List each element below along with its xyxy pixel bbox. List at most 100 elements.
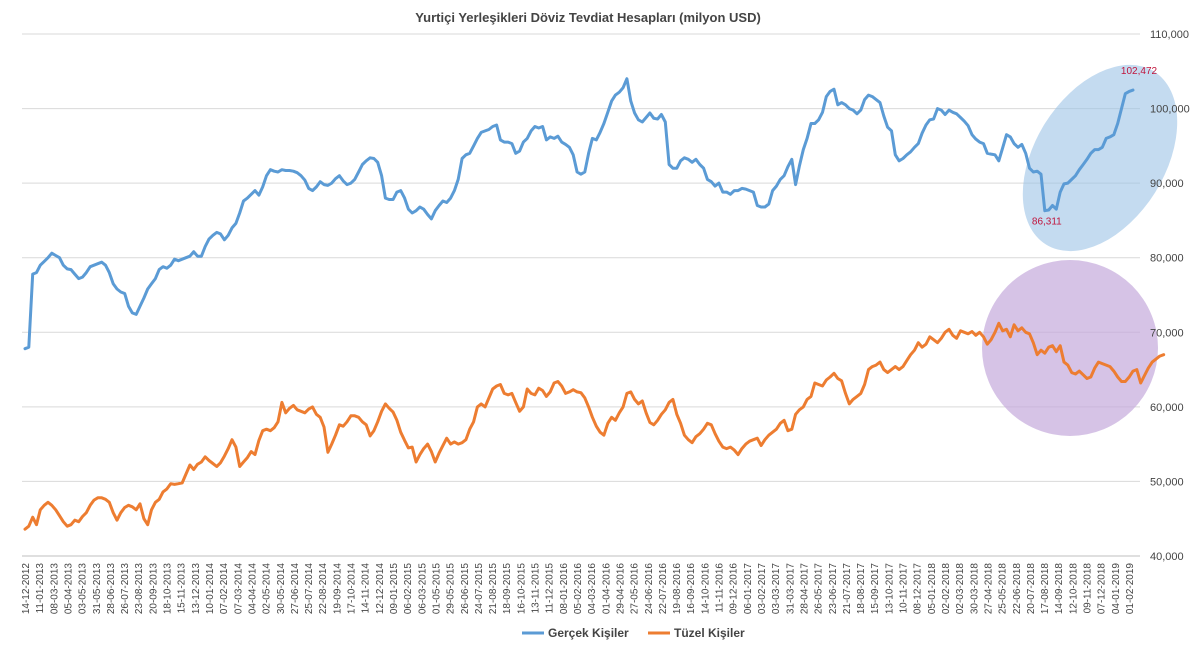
x-tick-label: 31-03-2017: [785, 563, 796, 615]
x-tick-label: 24-06-2016: [644, 563, 655, 615]
x-tick-label: 07-02-2014: [219, 563, 230, 615]
x-tick-label: 18-10-2013: [163, 563, 174, 615]
x-tick-label: 29-05-2015: [446, 563, 457, 615]
x-tick-label: 16-10-2015: [516, 563, 527, 615]
x-tick-label: 14-12-2012: [21, 563, 32, 615]
x-tick-label: 01-05-2015: [432, 563, 443, 615]
x-tick-label: 19-08-2016: [672, 563, 683, 615]
chart-title: Yurtiçi Yerleşikleri Döviz Tevdiat Hesap…: [415, 10, 761, 25]
x-tick-label: 11-11-2016: [715, 563, 726, 613]
x-tick-label: 14-09-2018: [1054, 563, 1065, 615]
x-tick-label: 27-04-2018: [984, 563, 995, 615]
x-tick-label: 03-03-2017: [771, 563, 782, 615]
x-tick-label: 26-06-2015: [460, 563, 471, 615]
x-tick-label: 25-05-2018: [998, 563, 1009, 615]
data-annotations: 86,311 102,472: [1032, 66, 1158, 228]
x-tick-label: 07-12-2018: [1097, 563, 1108, 615]
x-tick-label: 20-09-2013: [148, 563, 159, 615]
x-tick-label: 08-01-2016: [559, 563, 570, 615]
x-tick-label: 27-06-2014: [290, 563, 301, 615]
y-axis-ticks: 40,000 50,000 60,000 70,000 80,000 90,000 100,…: [1150, 29, 1190, 563]
x-tick-label: 31-05-2013: [92, 563, 103, 615]
x-tick-label: 03-05-2013: [78, 563, 89, 615]
legend-label: Tüzel Kişiler: [674, 626, 745, 640]
x-tick-label: 27-05-2016: [630, 563, 641, 615]
series-line-tuzel-kisiler: [23, 321, 1166, 531]
x-tick-label: 11-12-2015: [545, 563, 556, 614]
x-tick-label: 10-11-2017: [899, 563, 910, 614]
legend: Gerçek Kişiler Tüzel Kişiler: [522, 626, 745, 640]
x-tick-label: 05-04-2013: [64, 563, 75, 615]
x-tick-label: 11-01-2013: [35, 563, 46, 614]
series-lines: [23, 77, 1166, 531]
x-tick-label: 19-09-2014: [332, 563, 343, 615]
x-tick-label: 21-08-2015: [488, 563, 499, 615]
x-tick-label: 20-07-2018: [1026, 563, 1037, 615]
x-tick-label: 23-06-2017: [828, 563, 839, 615]
x-tick-label: 10-01-2014: [205, 563, 216, 615]
y-tick-label: 100,000: [1150, 104, 1190, 116]
x-tick-label: 15-09-2017: [870, 563, 881, 615]
x-tick-label: 03-02-2017: [757, 563, 768, 615]
x-tick-label: 05-02-2016: [573, 563, 584, 615]
x-tick-label: 04-03-2016: [587, 563, 598, 615]
x-tick-label: 21-07-2017: [842, 563, 853, 615]
highlight-ellipses: [982, 64, 1178, 436]
x-tick-label: 06-03-2015: [417, 563, 428, 615]
y-tick-label: 60,000: [1150, 402, 1184, 414]
x-tick-label: 14-11-2014: [361, 563, 372, 614]
x-tick-label: 26-07-2013: [120, 563, 131, 615]
x-tick-label: 25-07-2014: [304, 563, 315, 615]
x-tick-label: 02-03-2018: [955, 563, 966, 615]
x-tick-label: 24-07-2015: [474, 563, 485, 615]
y-tick-label: 40,000: [1150, 551, 1184, 563]
x-tick-label: 28-04-2017: [800, 563, 811, 615]
x-tick-label: 16-09-2016: [686, 563, 697, 615]
x-tick-label: 22-06-2018: [1012, 563, 1023, 615]
x-tick-label: 28-06-2013: [106, 563, 117, 615]
x-tick-label: 30-05-2014: [276, 563, 287, 615]
x-tick-label: 07-03-2014: [233, 563, 244, 615]
x-tick-label: 13-12-2013: [191, 563, 202, 615]
x-axis-ticks: 14-12-2012 11-01-2013 08-03-2013 05-04-2013…: [21, 563, 1136, 615]
y-tick-label: 110,000: [1150, 29, 1189, 41]
x-tick-label: 29-04-2016: [616, 563, 627, 615]
x-tick-label: 01-04-2016: [601, 563, 612, 615]
annotation-label: 102,472: [1121, 66, 1158, 77]
x-tick-label: 04-01-2019: [1111, 563, 1122, 615]
y-tick-label: 80,000: [1150, 253, 1184, 265]
x-tick-label: 09-12-2016: [729, 563, 740, 615]
y-tick-label: 90,000: [1150, 178, 1184, 190]
x-tick-label: 18-08-2017: [856, 563, 867, 615]
y-tick-label: 70,000: [1150, 327, 1184, 339]
x-tick-label: 22-08-2014: [318, 563, 329, 615]
x-tick-label: 05-01-2018: [927, 563, 938, 615]
x-tick-label: 14-10-2016: [700, 563, 711, 615]
y-tick-label: 50,000: [1150, 476, 1184, 488]
x-tick-label: 06-01-2017: [743, 563, 754, 615]
x-tick-label: 08-03-2013: [49, 563, 60, 615]
x-tick-label: 04-04-2014: [248, 563, 259, 615]
series-line-gercek-kisiler: [23, 77, 1135, 351]
x-tick-label: 30-03-2018: [969, 563, 980, 615]
highlight-ellipse-gercek: [1022, 64, 1178, 252]
highlight-circle-tuzel: [982, 260, 1158, 436]
x-tick-label: 17-10-2014: [347, 563, 358, 615]
x-tick-label: 12-10-2018: [1068, 563, 1079, 615]
x-tick-label: 26-05-2017: [814, 563, 825, 615]
x-tick-label: 22-07-2016: [658, 563, 669, 615]
annotation-label: 86,311: [1032, 217, 1062, 228]
x-tick-label: 08-12-2017: [913, 563, 924, 615]
gridlines: [22, 33, 1140, 557]
x-tick-label: 06-02-2015: [403, 563, 414, 615]
legend-label: Gerçek Kişiler: [548, 626, 629, 640]
x-tick-label: 13-11-2015: [531, 563, 542, 614]
x-tick-label: 01-02-2019: [1125, 563, 1136, 615]
x-tick-label: 12-12-2014: [375, 563, 386, 615]
x-tick-label: 09-11-2018: [1083, 563, 1094, 614]
x-tick-label: 17-08-2018: [1040, 563, 1051, 615]
x-tick-label: 23-08-2013: [134, 563, 145, 615]
x-tick-label: 18-09-2015: [502, 563, 513, 615]
x-tick-label: 02-02-2018: [941, 563, 952, 615]
